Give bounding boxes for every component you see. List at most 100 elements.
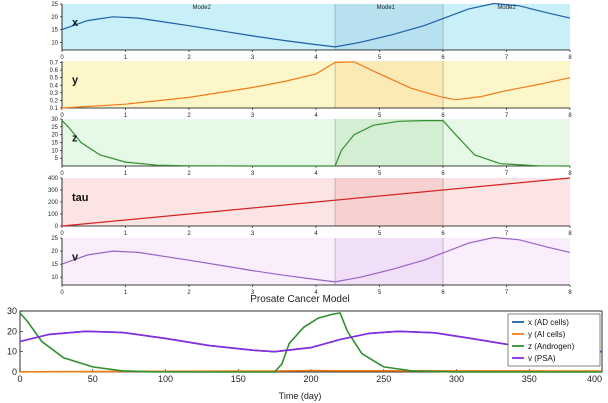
x-tick-label: 3 [251,171,255,177]
y-tick-label: 200 [48,200,59,206]
mode1-band [335,238,443,285]
y-tick-label: 15 [51,262,58,268]
y-tick-label: 5 [55,156,59,162]
x-tick-label: 8 [568,113,572,119]
y-tick-label: 0.6 [50,68,59,74]
mode-label: Mode2 [497,5,516,11]
series-line-x [61,2,571,48]
y-tick-label: 20 [51,15,58,21]
mode1-band [335,4,443,50]
x-tick-label: 6 [441,290,445,296]
y-tick-label: 25 [51,125,58,131]
y-tick-label: 10 [51,40,58,46]
x-tick-label: 1 [124,231,128,237]
x-tick-label: 7 [505,231,509,237]
main-y-tick-label: 30 [7,306,17,316]
mode1-band [335,61,443,108]
main-x-tick-label: 200 [303,374,318,384]
mode-label: Mode2 [193,5,212,11]
y-tick-label: 400 [48,176,59,182]
mode1-band [335,178,443,226]
legend-entry: z (Androgen) [528,342,575,351]
x-tick-label: 8 [568,171,572,177]
y-tick-label: 300 [48,188,59,194]
mode-label: Mode1 [377,5,396,11]
x-tick-label: 5 [378,171,382,177]
x-tick-label: 4 [314,55,318,61]
legend-entry: x (AD cells) [528,318,569,327]
x-tick-label: 8 [568,55,572,61]
y-tick-label: 0.4 [50,83,59,89]
y-tick-label: 20 [51,133,58,139]
x-tick-label: 5 [378,113,382,119]
x-tick-label: 4 [314,290,318,296]
x-tick-label: 2 [187,55,191,61]
x-tick-label: 4 [314,231,318,237]
series-line-v [61,236,571,283]
panel-tau: 0 100 200 300 400 0 1 2 3 4 5 6 7 8 tau [48,176,572,237]
main-x-tick-label: 50 [88,374,98,384]
y-tick-label: 100 [48,212,59,218]
x-tick-label: 5 [378,290,382,296]
x-tick-label: 3 [251,231,255,237]
main-y-tick-label: 10 [7,347,17,357]
x-tick-label: 4 [314,171,318,177]
y-tick-label: 15 [51,28,58,34]
main-y-tick-label: 20 [7,326,17,336]
panel-v: 10 15 20 25 0 1 2 3 4 5 6 7 8 v [51,236,572,296]
y-tick-label: 0.5 [50,76,59,82]
series-line-tau [61,177,571,227]
y-tick-label: 0.3 [50,91,59,97]
x-tick-label: 1 [124,55,128,61]
panel-background [62,119,570,166]
main-x-tick-label: 0 [17,374,22,384]
panel-label-v: v [72,252,79,264]
panel-label-z: z [72,133,78,145]
main-x-tick-label: 250 [376,374,391,384]
x-tick-label: 0 [60,55,64,61]
x-tick-label: 3 [251,55,255,61]
x-tick-label: 1 [124,113,128,119]
legend-entry: v (PSA) [528,354,556,363]
main-y-tick-label: 0 [12,367,17,377]
x-tick-label: 7 [505,113,509,119]
main-chart-title: Prosate Cancer Model [250,294,350,305]
y-tick-label: 25 [51,2,58,8]
y-tick-label: 0.2 [50,98,59,104]
main-plot-frame [19,310,603,373]
main-x-tick-label: 400 [587,374,602,384]
x-tick-label: 5 [378,55,382,61]
panel-label-y: y [72,75,79,87]
y-tick-label: 0.7 [50,61,59,67]
panel-y: 0.1 0.20.3 0.40.5 0.60.7 0 1 2 3 4 5 6 7 8 y [50,61,573,119]
y-tick-label: 0 [55,224,59,230]
x-tick-label: 0 [60,171,64,177]
y-tick-label: 20 [51,249,58,255]
panel-label-x: x [72,17,79,29]
x-tick-label: 7 [505,171,509,177]
legend-entry: y (AI cells) [528,330,566,339]
x-tick-label: 7 [505,55,509,61]
series-line-y [61,61,571,109]
x-tick-label: 0 [60,113,64,119]
panel-background [62,4,570,50]
x-tick-label: 3 [251,113,255,119]
main-series-line-3 [19,330,603,353]
x-tick-label: 6 [441,231,445,237]
main-x-tick-label: 100 [158,374,173,384]
y-tick-label: 25 [51,236,58,242]
y-tick-label: 10 [51,148,58,154]
y-tick-label: 0.1 [50,106,59,112]
x-tick-label: 7 [505,290,509,296]
main-x-tick-label: 150 [231,374,246,384]
mode1-band [335,119,443,166]
x-tick-label: 6 [441,55,445,61]
x-tick-label: 5 [378,231,382,237]
y-tick-label: 15 [51,141,58,147]
x-tick-label: 6 [441,113,445,119]
main-time-chart: Prosate Cancer Model Time (day) 01020300… [7,294,603,401]
x-tick-label: 6 [441,171,445,177]
y-tick-label: 30 [51,117,58,123]
